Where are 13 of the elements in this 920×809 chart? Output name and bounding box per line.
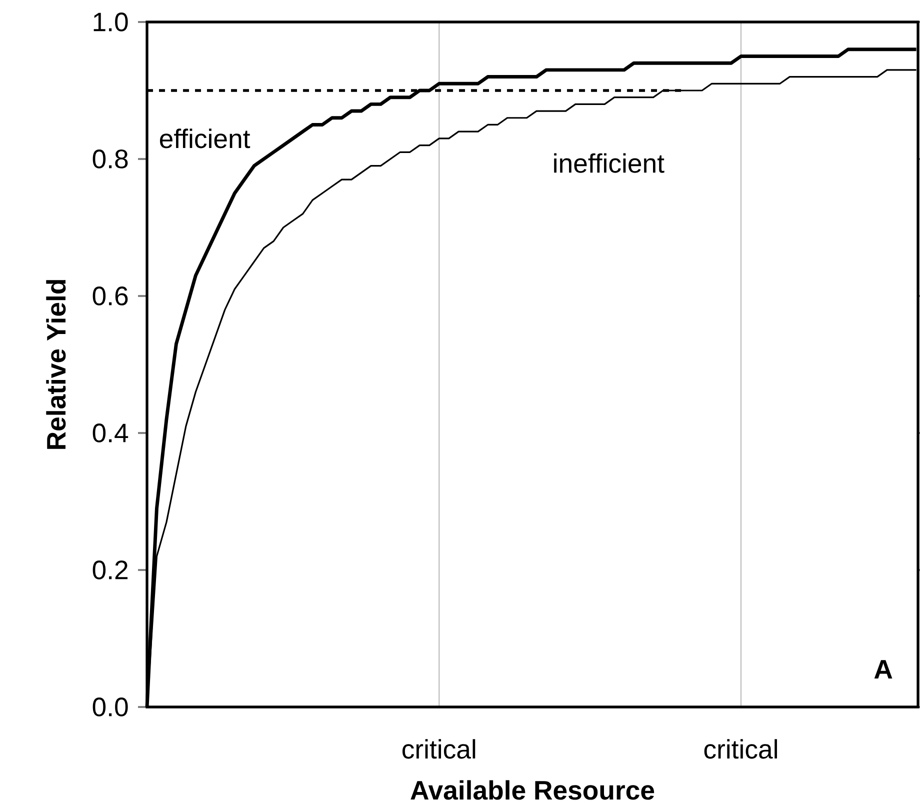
annotation: A — [874, 660, 892, 678]
x-axis-title: Available Resource — [410, 780, 654, 800]
y-axis-title: Relative Yield — [46, 280, 66, 449]
series-label: efficient — [160, 128, 250, 148]
y-tick-label: 0.8 — [92, 150, 128, 168]
y-tick-label: 1.0 — [94, 12, 128, 32]
x-tick-label: critical — [704, 739, 777, 759]
x-tick-label: critical — [402, 739, 476, 759]
y-tick-label: 0.0 — [92, 698, 128, 716]
y-tick-label: 0.4 — [92, 424, 128, 442]
y-tick-label: 0.6 — [92, 286, 128, 306]
series-label: inefficient — [554, 153, 664, 173]
y-tick-label: 0.2 — [92, 560, 128, 580]
